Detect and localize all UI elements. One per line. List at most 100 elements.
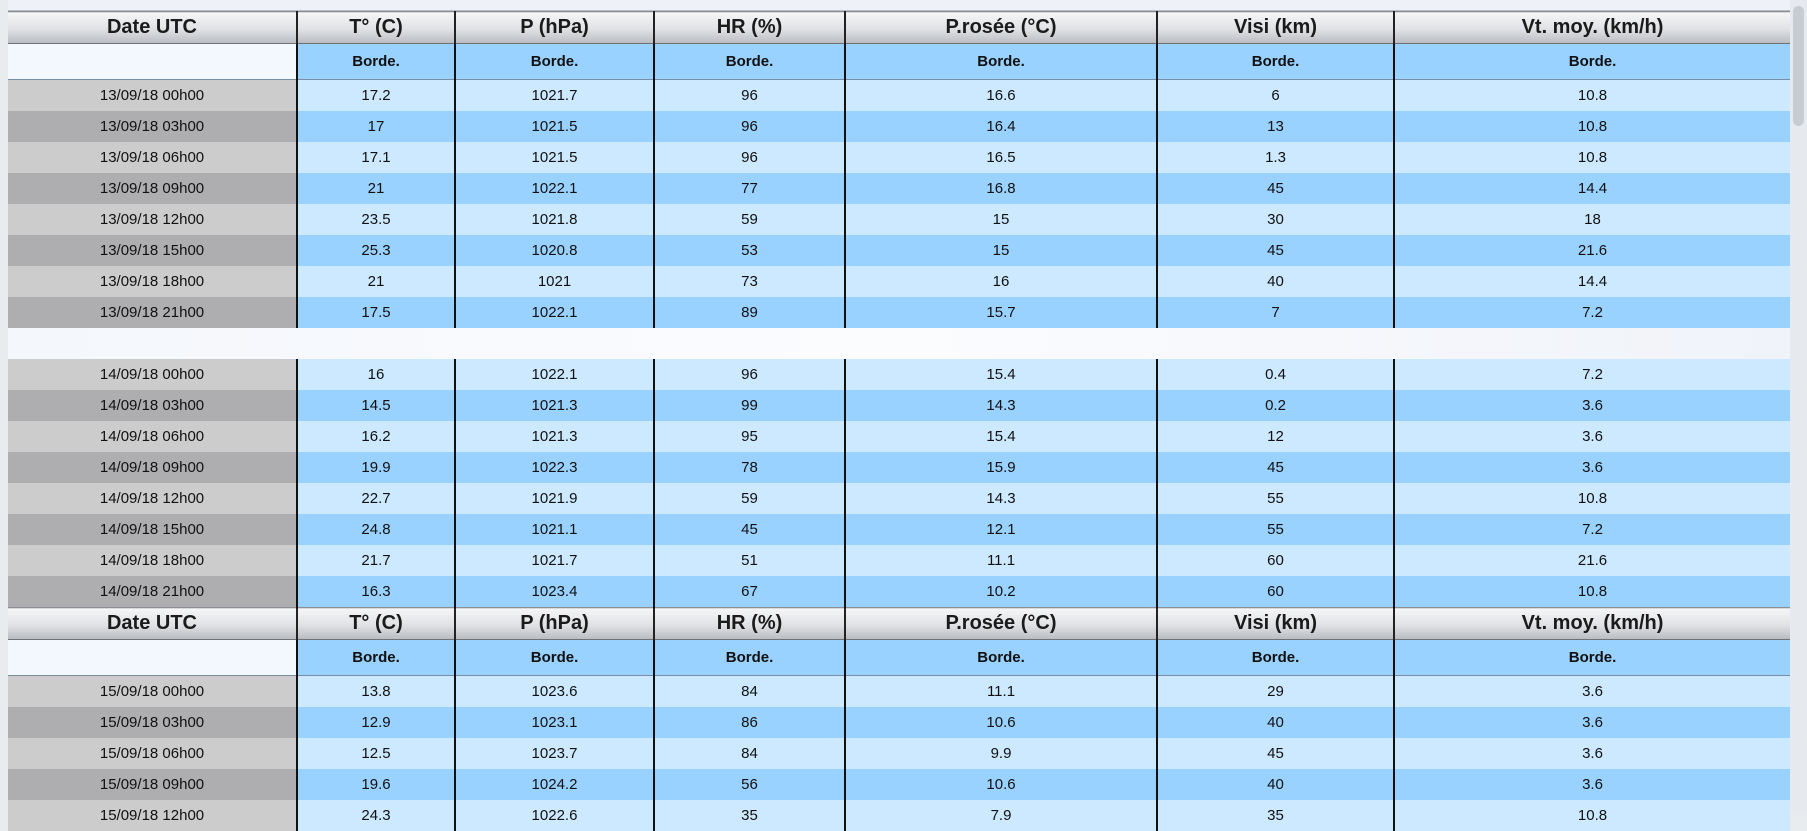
value-cell: 96 [654,80,845,112]
value-cell: 1020.8 [455,235,654,266]
value-cell: 15 [845,204,1157,235]
station-label: Borde. [1157,44,1394,80]
value-cell: 73 [654,266,845,297]
value-cell: 16 [845,266,1157,297]
value-cell: 21 [297,173,455,204]
station-subheader-row: Borde.Borde.Borde.Borde.Borde.Borde. [8,640,1790,676]
value-cell: 6 [1157,80,1394,112]
column-header: HR (%) [654,12,845,44]
value-cell: 59 [654,204,845,235]
column-header: HR (%) [654,608,845,640]
value-cell: 9.9 [845,738,1157,769]
value-cell: 10.8 [1394,576,1790,608]
value-cell: 12.5 [297,738,455,769]
scrollbar-thumb[interactable] [1793,6,1804,126]
value-cell: 21 [297,266,455,297]
value-cell: 86 [654,707,845,738]
station-label: Borde. [654,44,845,80]
value-cell: 77 [654,173,845,204]
value-cell: 1021.3 [455,421,654,452]
value-cell: 1023.4 [455,576,654,608]
value-cell: 1021.1 [455,514,654,545]
value-cell: 16.5 [845,142,1157,173]
value-cell: 1021.3 [455,390,654,421]
value-cell: 56 [654,769,845,800]
value-cell: 7 [1157,297,1394,328]
value-cell: 17.2 [297,80,455,112]
value-cell: 35 [1157,800,1394,831]
value-cell: 1024.2 [455,769,654,800]
date-cell: 14/09/18 18h00 [8,545,297,576]
value-cell: 96 [654,359,845,390]
value-cell: 45 [1157,173,1394,204]
value-cell: 78 [654,452,845,483]
value-cell: 89 [654,297,845,328]
value-cell: 16.6 [845,80,1157,112]
value-cell: 1023.6 [455,676,654,708]
value-cell: 1021.7 [455,80,654,112]
value-cell: 3.6 [1394,738,1790,769]
value-cell: 96 [654,142,845,173]
station-label: Borde. [845,44,1157,80]
date-cell: 15/09/18 00h00 [8,676,297,708]
value-cell: 10.8 [1394,483,1790,514]
value-cell: 1021.5 [455,142,654,173]
date-cell: 15/09/18 03h00 [8,707,297,738]
value-cell: 0.4 [1157,359,1394,390]
value-cell: 1.3 [1157,142,1394,173]
value-cell: 55 [1157,483,1394,514]
value-cell: 1022.3 [455,452,654,483]
station-label [8,640,297,676]
value-cell: 24.8 [297,514,455,545]
value-cell: 11.1 [845,545,1157,576]
value-cell: 3.6 [1394,676,1790,708]
value-cell: 16.8 [845,173,1157,204]
value-cell: 45 [654,514,845,545]
value-cell: 1021.7 [455,545,654,576]
value-cell: 10.6 [845,707,1157,738]
station-label: Borde. [1394,44,1790,80]
value-cell: 84 [654,738,845,769]
column-header: Date UTC [8,12,297,44]
value-cell: 3.6 [1394,421,1790,452]
station-subheader-row: Borde.Borde.Borde.Borde.Borde.Borde. [8,44,1790,80]
station-label: Borde. [297,640,455,676]
station-label: Borde. [845,640,1157,676]
value-cell: 45 [1157,452,1394,483]
value-cell: 53 [654,235,845,266]
value-cell: 40 [1157,769,1394,800]
value-cell: 1023.1 [455,707,654,738]
value-cell: 10.8 [1394,800,1790,831]
date-cell: 13/09/18 03h00 [8,111,297,142]
value-cell: 15.9 [845,452,1157,483]
value-cell: 1021.8 [455,204,654,235]
value-cell: 15.4 [845,359,1157,390]
value-cell: 3.6 [1394,390,1790,421]
date-cell: 14/09/18 03h00 [8,390,297,421]
value-cell: 15.4 [845,421,1157,452]
date-cell: 15/09/18 06h00 [8,738,297,769]
vertical-scrollbar[interactable] [1790,0,1807,812]
value-cell: 0.2 [1157,390,1394,421]
station-label: Borde. [1157,640,1394,676]
value-cell: 45 [1157,738,1394,769]
value-cell: 45 [1157,235,1394,266]
value-cell: 12.1 [845,514,1157,545]
value-cell: 7.2 [1394,297,1790,328]
